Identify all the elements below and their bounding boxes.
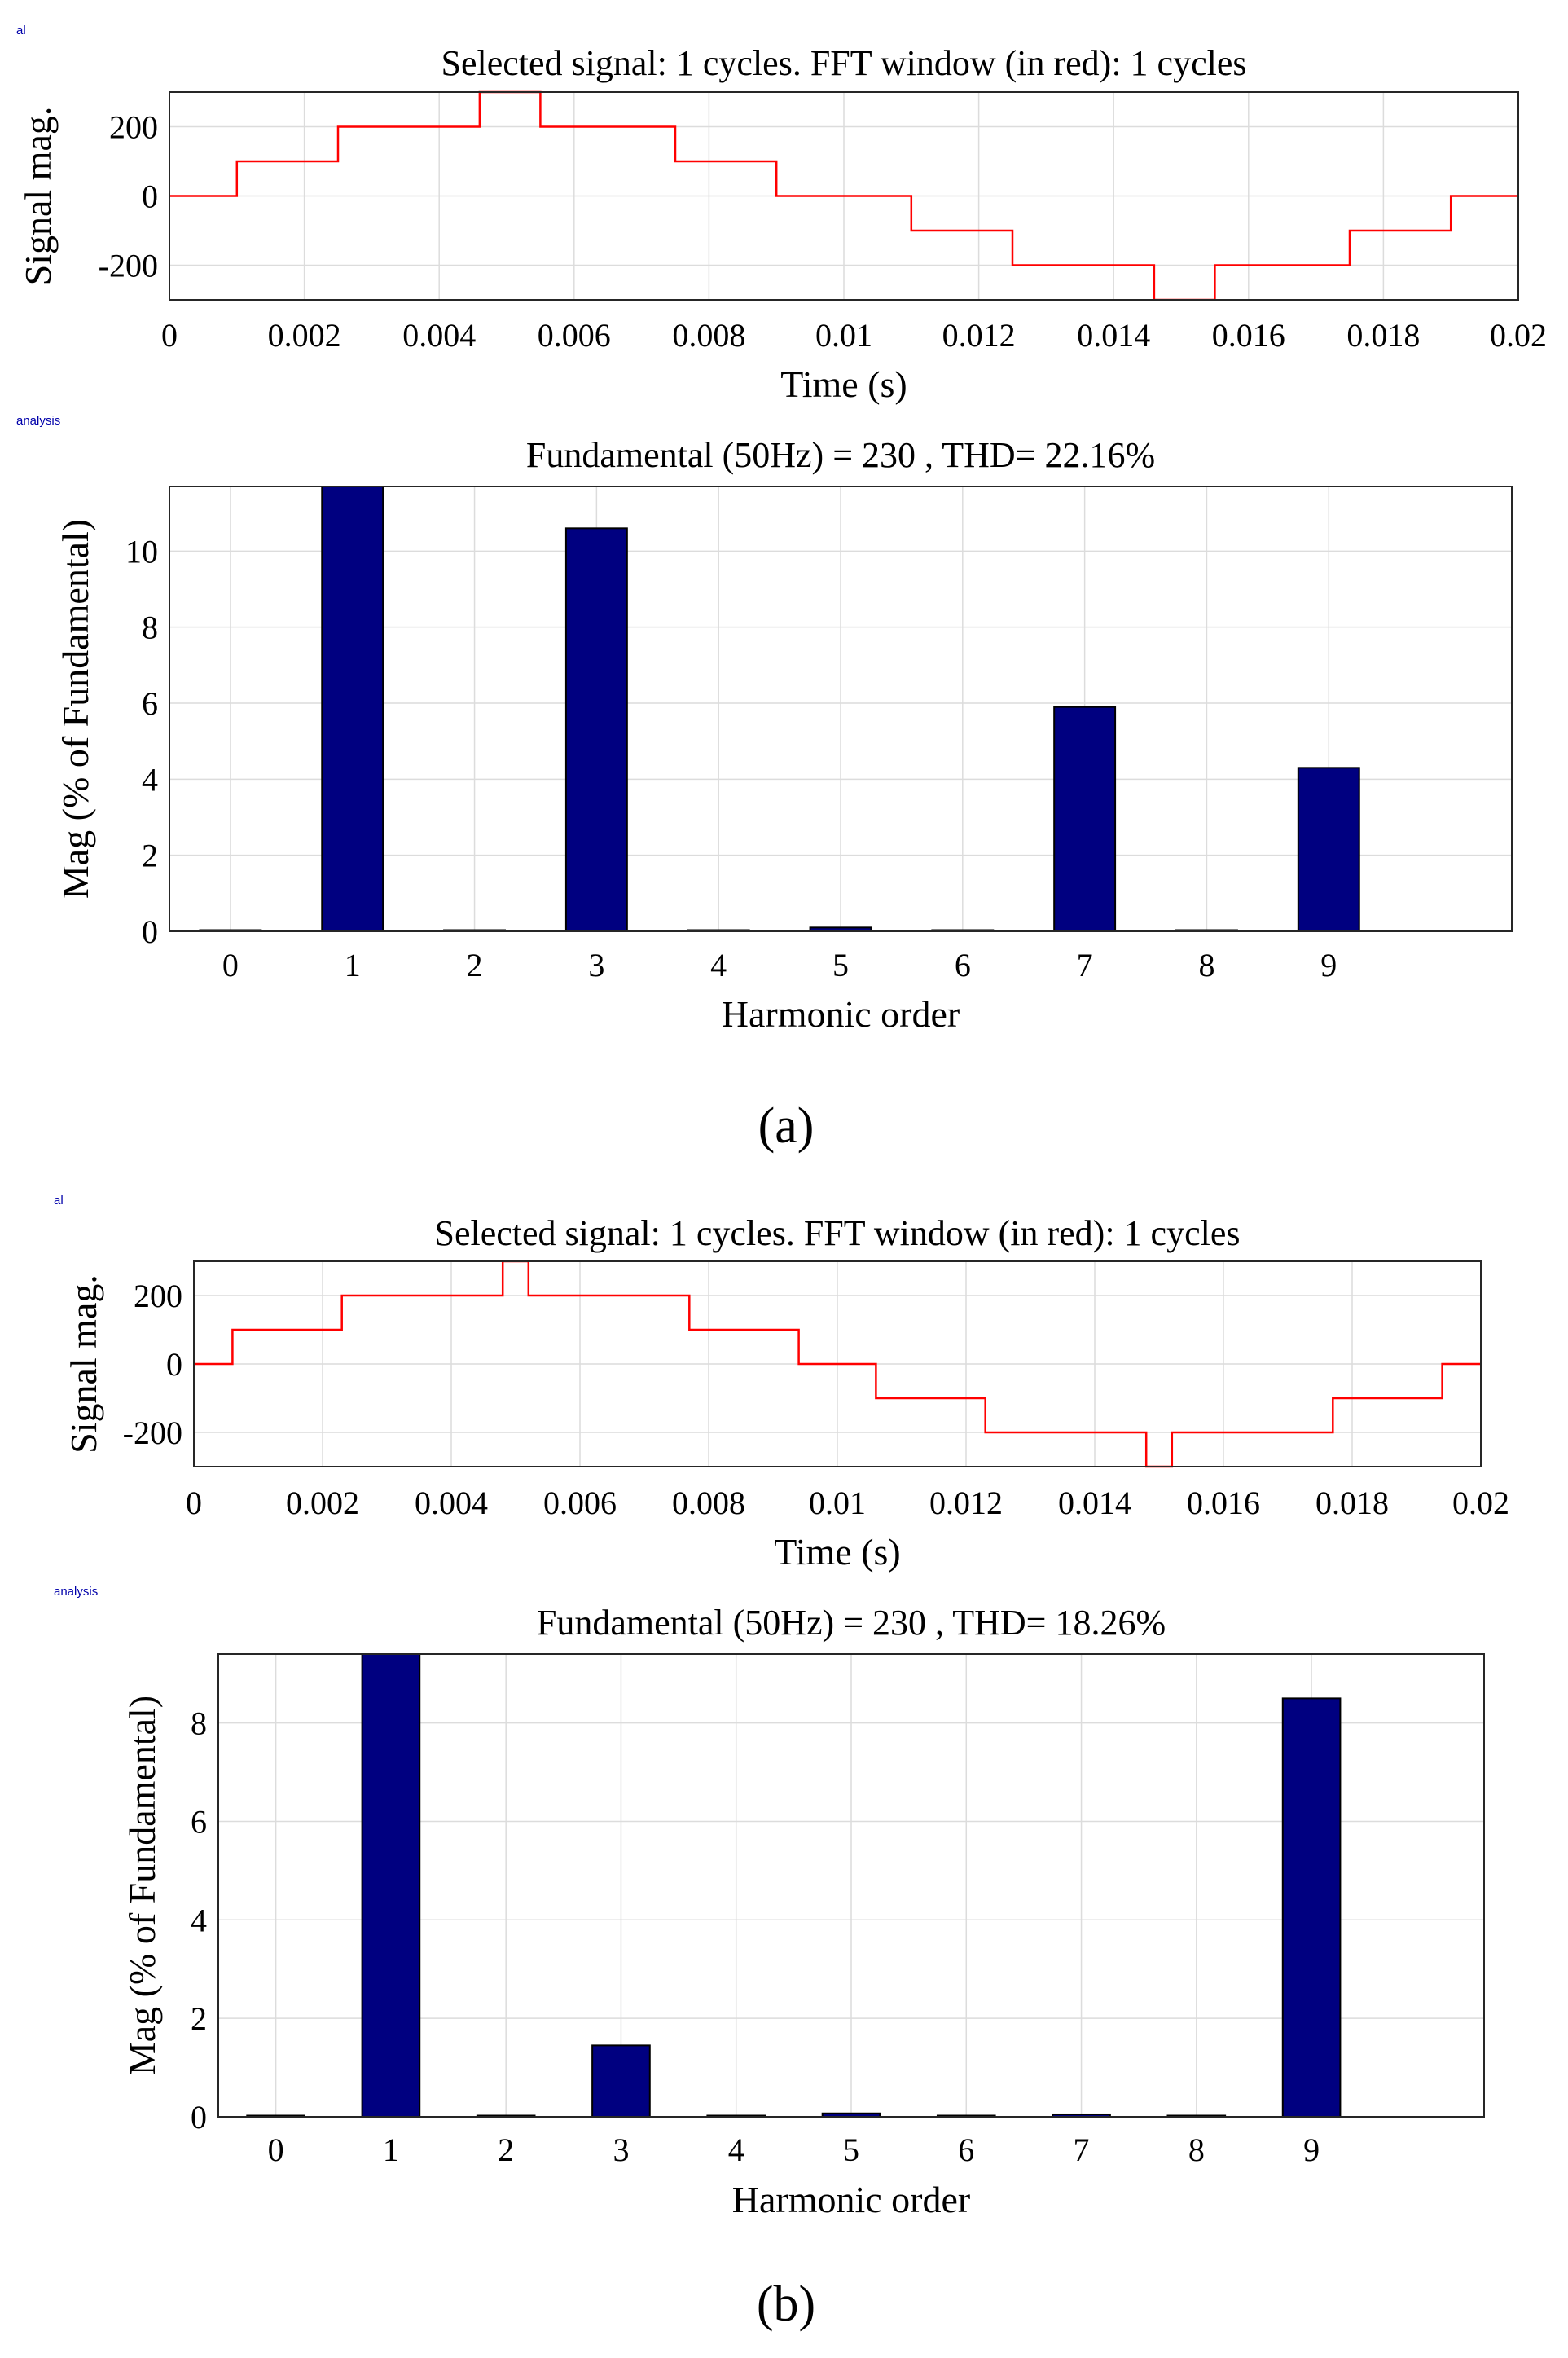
x-axis-label: Time (s) — [774, 1531, 901, 1573]
y-tick-label: 8 — [191, 1705, 207, 1742]
bar-harmonic-1 — [361, 1653, 421, 2118]
x-tick-label: 5 — [832, 947, 849, 983]
x-tick-label: 0.01 — [815, 317, 872, 354]
y-tick-label: 0 — [142, 913, 158, 950]
x-tick-label: 1 — [383, 2131, 399, 2168]
x-tick-label: 0 — [222, 947, 239, 983]
x-tick-label: 0.016 — [1187, 1485, 1260, 1521]
x-tick-label: 0.016 — [1212, 317, 1285, 354]
x-tick-label: 7 — [1077, 947, 1093, 983]
x-tick-label: 0.002 — [268, 317, 341, 354]
bar-harmonic-3 — [564, 527, 628, 932]
y-axis-label: Signal mag. — [17, 107, 59, 286]
y-tick-label: 2 — [142, 838, 158, 874]
x-tick-label: 0.018 — [1315, 1485, 1389, 1521]
x-tick-label: 0.002 — [286, 1485, 359, 1521]
y-tick-label: 6 — [191, 1803, 207, 1840]
x-tick-label: 0.014 — [1077, 317, 1150, 354]
x-tick-label: 0.014 — [1058, 1485, 1131, 1521]
signal-line — [194, 1260, 1481, 1468]
b_fft-chart: 0 1 2 3 4 5 6 7 8 9 0 2 4 6 8 Fundamental (50Hz) = 230 … — [121, 1603, 1485, 2220]
panel-label-a: (a) — [758, 1098, 815, 1154]
x-axis-label: Harmonic order — [732, 2179, 971, 2220]
corner-label-a-top: al — [16, 24, 26, 37]
x-tick-label: 8 — [1188, 2131, 1205, 2168]
y-tick-label: 4 — [191, 1902, 207, 1938]
plot-frame — [169, 486, 1513, 932]
y-axis-label: Mag (% of Fundamental) — [55, 519, 96, 899]
y-axis-label: Mag (% of Fundamental) — [121, 1696, 163, 2075]
x-tick-label: 0.004 — [402, 317, 476, 354]
x-tick-label: 6 — [955, 947, 971, 983]
x-tick-label: 1 — [345, 947, 361, 983]
x-tick-label: 0.02 — [1452, 1485, 1509, 1521]
x-tick-label: 4 — [728, 2131, 744, 2168]
x-tick-label: 0.006 — [543, 1485, 617, 1521]
x-tick-label: 0.012 — [942, 317, 1016, 354]
y-tick-label: 8 — [142, 609, 158, 646]
x-tick-label: 5 — [843, 2131, 859, 2168]
x-tick-label: 0 — [268, 2131, 284, 2168]
x-tick-label: 9 — [1320, 947, 1337, 983]
plot-frame — [193, 1260, 1482, 1467]
plot-frame — [217, 1653, 1485, 2118]
y-tick-label: 200 — [109, 109, 158, 146]
x-axis-label: Harmonic order — [722, 993, 960, 1035]
x-tick-label: 3 — [588, 947, 604, 983]
bar-harmonic-9 — [1281, 1697, 1342, 2118]
x-axis-label: Time (s) — [780, 363, 907, 405]
x-tick-label: 0.02 — [1490, 317, 1547, 354]
plot-frame — [169, 91, 1519, 301]
bar-harmonic-3 — [591, 2044, 651, 2118]
y-tick-label: 6 — [142, 685, 158, 722]
y-tick-label: 0 — [191, 2099, 207, 2136]
corner-label-b-bottom: analysis — [54, 1585, 98, 1599]
x-tick-label: 0.018 — [1346, 317, 1420, 354]
x-tick-label: 4 — [710, 947, 727, 983]
y-axis-label: Signal mag. — [63, 1274, 104, 1454]
y-tick-label: 4 — [142, 761, 158, 798]
x-tick-label: 0.01 — [809, 1485, 866, 1521]
x-tick-label: 2 — [467, 947, 483, 983]
y-tick-label: 0 — [166, 1346, 182, 1383]
bar-harmonic-9 — [1297, 767, 1360, 932]
x-tick-label: 0.012 — [929, 1485, 1003, 1521]
y-tick-label: -200 — [99, 248, 158, 284]
a_signal-chart: 0 0.002 0.004 0.006 0.008 0.01 0.012 0.014 0.016… — [17, 43, 1547, 405]
x-tick-label: 0.004 — [415, 1485, 488, 1521]
bar-harmonic-7 — [1053, 706, 1117, 933]
x-tick-label: 9 — [1303, 2131, 1320, 2168]
panel-label-b: (b) — [757, 2277, 815, 2332]
b_signal-chart: 0 0.002 0.004 0.006 0.008 0.01 0.012 0.014 0.016… — [63, 1213, 1509, 1573]
x-tick-label: 0 — [186, 1485, 202, 1521]
x-tick-label: 0.008 — [672, 1485, 745, 1521]
bar-harmonic-1 — [321, 486, 384, 932]
corner-label-a-bottom: analysis — [16, 414, 60, 428]
corner-label-b-top: al — [54, 1194, 64, 1208]
a_fft-chart: 0 1 2 3 4 5 6 7 8 9 0 2 4 6 8 10 Fundamental (50Hz) = 23… — [55, 435, 1513, 1035]
chart-title: Selected signal: 1 cycles. FFT window (i… — [441, 43, 1247, 83]
y-tick-label: 2 — [191, 2000, 207, 2037]
chart-title: Fundamental (50Hz) = 230 , THD= 18.26% — [537, 1603, 1166, 1643]
y-tick-label: 10 — [125, 533, 158, 570]
chart-title: Selected signal: 1 cycles. FFT window (i… — [435, 1213, 1241, 1253]
x-tick-label: 0.006 — [538, 317, 611, 354]
x-tick-label: 2 — [498, 2131, 514, 2168]
x-tick-label: 6 — [958, 2131, 974, 2168]
x-tick-label: 3 — [613, 2131, 629, 2168]
chart-title: Fundamental (50Hz) = 230 , THD= 22.16% — [526, 435, 1155, 475]
x-tick-label: 7 — [1074, 2131, 1090, 2168]
x-tick-label: 0.008 — [672, 317, 745, 354]
y-tick-label: 0 — [142, 178, 158, 215]
x-tick-label: 0 — [161, 317, 178, 354]
y-tick-label: -200 — [123, 1414, 182, 1451]
y-tick-label: 200 — [134, 1278, 182, 1314]
signal-line — [169, 90, 1518, 301]
x-tick-label: 8 — [1198, 947, 1214, 983]
